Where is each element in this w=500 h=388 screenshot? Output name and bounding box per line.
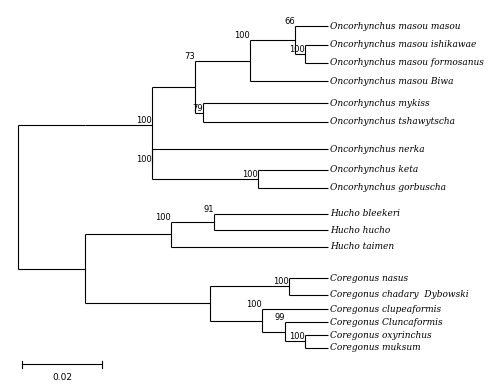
Text: Oncorhynchus masou masou: Oncorhynchus masou masou xyxy=(330,22,461,31)
Text: Oncorhynchus tshawytscha: Oncorhynchus tshawytscha xyxy=(330,117,456,126)
Text: 100: 100 xyxy=(246,300,262,309)
Text: 100: 100 xyxy=(289,333,305,341)
Text: 0.02: 0.02 xyxy=(52,373,72,382)
Text: 66: 66 xyxy=(284,17,295,26)
Text: 100: 100 xyxy=(234,31,250,40)
Text: 73: 73 xyxy=(184,52,195,61)
Text: Coregonus clupeaformis: Coregonus clupeaformis xyxy=(330,305,442,314)
Text: Oncorhynchus masou Biwa: Oncorhynchus masou Biwa xyxy=(330,77,454,86)
Text: Hucho taimen: Hucho taimen xyxy=(330,242,394,251)
Text: Coregonus nasus: Coregonus nasus xyxy=(330,274,408,282)
Text: Oncorhynchus keta: Oncorhynchus keta xyxy=(330,165,418,174)
Text: Oncorhynchus masou formosanus: Oncorhynchus masou formosanus xyxy=(330,59,484,68)
Text: 100: 100 xyxy=(274,277,289,286)
Text: Coregonus oxyrinchus: Coregonus oxyrinchus xyxy=(330,331,432,340)
Text: Oncorhynchus masou ishikawae: Oncorhynchus masou ishikawae xyxy=(330,40,476,49)
Text: 79: 79 xyxy=(192,104,202,113)
Text: 99: 99 xyxy=(274,313,285,322)
Text: Coregonus Cluncaformis: Coregonus Cluncaformis xyxy=(330,318,443,327)
Text: 100: 100 xyxy=(136,155,152,164)
Text: Hucho bleekeri: Hucho bleekeri xyxy=(330,209,400,218)
Text: 100: 100 xyxy=(156,213,171,222)
Text: 100: 100 xyxy=(136,116,152,125)
Text: Oncorhynchus nerka: Oncorhynchus nerka xyxy=(330,145,425,154)
Text: Oncorhynchus gorbuscha: Oncorhynchus gorbuscha xyxy=(330,184,446,192)
Text: 91: 91 xyxy=(204,205,214,214)
Text: Oncorhynchus mykiss: Oncorhynchus mykiss xyxy=(330,99,430,108)
Text: Coregonus chadary  Dybowski: Coregonus chadary Dybowski xyxy=(330,290,469,299)
Text: Coregonus muksum: Coregonus muksum xyxy=(330,343,421,352)
Text: 100: 100 xyxy=(289,45,305,54)
Text: Hucho hucho: Hucho hucho xyxy=(330,226,390,235)
Text: 100: 100 xyxy=(242,170,258,179)
